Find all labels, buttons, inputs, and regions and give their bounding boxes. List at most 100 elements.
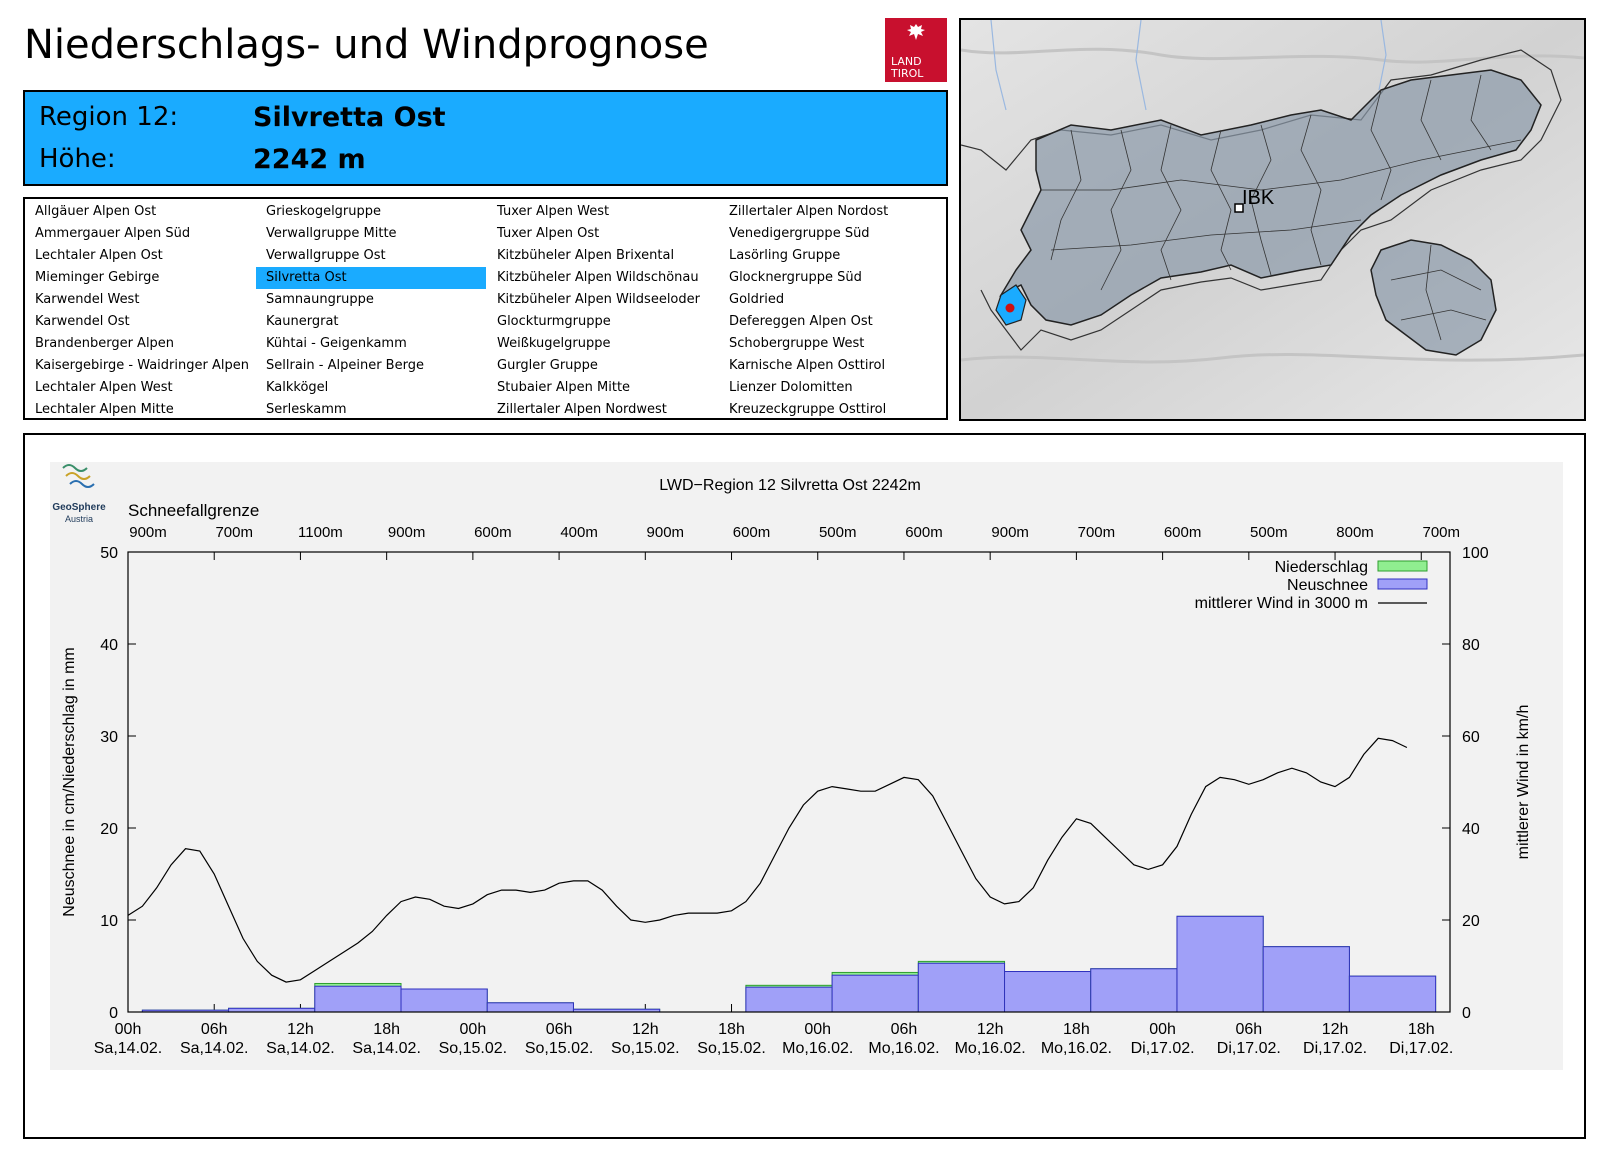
y2-axis: 0 20 40 60 80 100: [1442, 545, 1489, 1022]
geosphere-swirl-icon: [62, 464, 88, 472]
y-tick-label: 10: [100, 913, 118, 930]
snowline-label: 500m: [819, 524, 857, 541]
list-item[interactable]: Mieminger Gebirge: [35, 270, 160, 285]
list-item[interactable]: Tuxer Alpen West: [497, 204, 610, 219]
list-item-selected[interactable]: Silvretta Ost: [256, 267, 486, 289]
list-item[interactable]: Defereggen Alpen Ost: [729, 314, 873, 329]
river-line: [1135, 20, 1147, 111]
x-axis: 00h Sa,14.02. 06h Sa,14.02. 12h Sa,14.02. 18h S…: [94, 552, 1453, 1057]
list-item[interactable]: Verwallgruppe Ost: [266, 248, 386, 263]
list-item[interactable]: Karwendel Ost: [35, 314, 130, 329]
list-item[interactable]: Verwallgruppe Mitte: [266, 226, 397, 241]
list-item[interactable]: Serleskamm: [266, 402, 347, 417]
snowline-labels: 900m 700m 1100m 900m 600m 400m 900m 600m 500m 600…: [129, 524, 1460, 541]
x-tick-label-date: So,15.02.: [525, 1040, 594, 1057]
logo-text-1: LAND: [891, 55, 922, 68]
list-item[interactable]: Allgäuer Alpen Ost: [35, 204, 157, 219]
list-item[interactable]: Glocknergruppe Süd: [729, 270, 862, 285]
plot-frame: [127, 551, 1451, 1013]
list-item[interactable]: Lasörling Gruppe: [729, 248, 841, 263]
x-tick-label-time: 06h: [546, 1021, 573, 1038]
list-item[interactable]: Kaisergebirge - Waidringer Alpen: [35, 358, 249, 373]
list-item[interactable]: Tuxer Alpen Ost: [497, 226, 600, 241]
list-item[interactable]: Karwendel West: [35, 292, 140, 307]
geosphere-logo-text-1: GeoSphere: [52, 502, 106, 513]
snowline-label: 900m: [991, 524, 1029, 541]
list-item[interactable]: Karnische Alpen Osttirol: [729, 358, 886, 373]
x-tick-label-time: 18h: [1408, 1021, 1435, 1038]
x-tick-label-time: 12h: [632, 1021, 659, 1038]
region-list-column-1: Allgäuer Alpen Ost Ammergauer Alpen Süd …: [25, 201, 250, 421]
land-tirol-logo: LAND TIROL: [885, 18, 947, 82]
geosphere-logo: GeoSphere Austria: [52, 464, 106, 524]
x-tick-label-time: 18h: [718, 1021, 745, 1038]
selected-region-marker: [1005, 303, 1015, 313]
x-tick-label-date: Di,17.02.: [1217, 1040, 1281, 1057]
list-item[interactable]: Schobergruppe West: [729, 336, 865, 351]
neuschnee-bar: [1262, 946, 1350, 1013]
river-line: [1378, 20, 1387, 91]
list-item[interactable]: Kitzbüheler Alpen Wildseeloder: [497, 292, 700, 307]
x-tick-label-date: Sa,14.02.: [180, 1040, 249, 1057]
snowline-label: 900m: [388, 524, 426, 541]
x-tick-label-time: 18h: [1063, 1021, 1090, 1038]
y-tick-label: 40: [100, 637, 118, 654]
list-item[interactable]: Sellrain - Alpeiner Berge: [266, 358, 424, 373]
list-item[interactable]: Lienzer Dolomitten: [729, 380, 853, 395]
x-tick-label-time: 00h: [115, 1021, 142, 1038]
legend-swatch-neuschnee: [1377, 578, 1428, 590]
neuschnee-bar: [1004, 971, 1092, 1013]
x-tick-label-time: 00h: [804, 1021, 831, 1038]
chart-frame: [23, 433, 1586, 1139]
list-item[interactable]: Gurgler Gruppe: [497, 358, 598, 373]
list-item[interactable]: Kitzbüheler Alpen Brixental: [497, 248, 675, 263]
region-boundaries: [1041, 74, 1522, 341]
snowline-label: 800m: [1336, 524, 1374, 541]
list-item[interactable]: Brandenberger Alpen: [35, 336, 175, 351]
y2-tick-label: 100: [1462, 545, 1489, 562]
list-item[interactable]: Kaunergrat: [266, 314, 339, 329]
list-item[interactable]: Kreuzeckgruppe Osttirol: [729, 402, 887, 417]
list-item[interactable]: Glockturmgruppe: [497, 314, 611, 329]
region-list-column-3: Tuxer Alpen West Tuxer Alpen Ost Kitzbüh…: [487, 201, 717, 421]
region-list-column-2: Grieskogelgruppe Verwallgruppe Mitte Ver…: [256, 201, 486, 421]
list-item[interactable]: Zillertaler Alpen Nordost: [729, 204, 889, 219]
snowline-label: 600m: [905, 524, 943, 541]
wind-line: [127, 737, 1408, 983]
chart-title: LWD−Region 12 Silvretta Ost 2242m: [659, 477, 921, 494]
x-tick-label-date: Mo,16.02.: [868, 1040, 939, 1057]
list-item[interactable]: Lechtaler Alpen Ost: [35, 248, 163, 263]
list-item[interactable]: Venedigergruppe Süd: [729, 226, 870, 241]
list-item[interactable]: Ammergauer Alpen Süd: [35, 226, 191, 241]
x-tick-label-date: Sa,14.02.: [266, 1040, 335, 1057]
list-item[interactable]: Zillertaler Alpen Nordwest: [497, 402, 667, 417]
region-name: Silvretta Ost: [253, 102, 446, 133]
list-item[interactable]: Kalkkögel: [266, 380, 329, 395]
list-item[interactable]: Goldried: [729, 292, 785, 307]
snowline-label: 600m: [733, 524, 771, 541]
x-tick-label-date: Mo,16.02.: [1041, 1040, 1112, 1057]
x-tick-label-date: Di,17.02.: [1389, 1040, 1453, 1057]
list-item[interactable]: Lechtaler Alpen West: [35, 380, 173, 395]
y-tick-label: 50: [100, 545, 118, 562]
snowline-label: 700m: [215, 524, 253, 541]
y2-tick-label: 80: [1462, 637, 1480, 654]
list-item[interactable]: Lechtaler Alpen Mitte: [35, 402, 174, 417]
list-item[interactable]: Kitzbüheler Alpen Wildschönau: [497, 270, 699, 285]
snowline-label: 1100m: [298, 524, 343, 541]
neuschnee-bar: [917, 962, 1006, 1013]
y2-tick-label: 0: [1462, 1005, 1471, 1022]
list-item[interactable]: Weißkugelgruppe: [497, 336, 611, 351]
list-item[interactable]: Samnaungruppe: [266, 292, 374, 307]
list-item[interactable]: Stubaier Alpen Mitte: [497, 380, 631, 395]
x-tick-label-time: 06h: [201, 1021, 228, 1038]
y-axis-label: Neuschnee in cm/Niederschlag in mm: [61, 647, 78, 916]
x-tick-label-date: Sa,14.02.: [94, 1040, 163, 1057]
region-list-column-4: Zillertaler Alpen Nordost Venedigergrupp…: [719, 201, 944, 421]
snowline-label: 700m: [1078, 524, 1116, 541]
list-item[interactable]: Grieskogelgruppe: [266, 204, 382, 219]
list-item[interactable]: Kühtai - Geigenkamm: [266, 336, 407, 351]
geosphere-swirl-icon: [65, 472, 91, 480]
x-tick-label-time: 06h: [891, 1021, 918, 1038]
legend-label-niederschlag: Niederschlag: [1275, 559, 1368, 576]
